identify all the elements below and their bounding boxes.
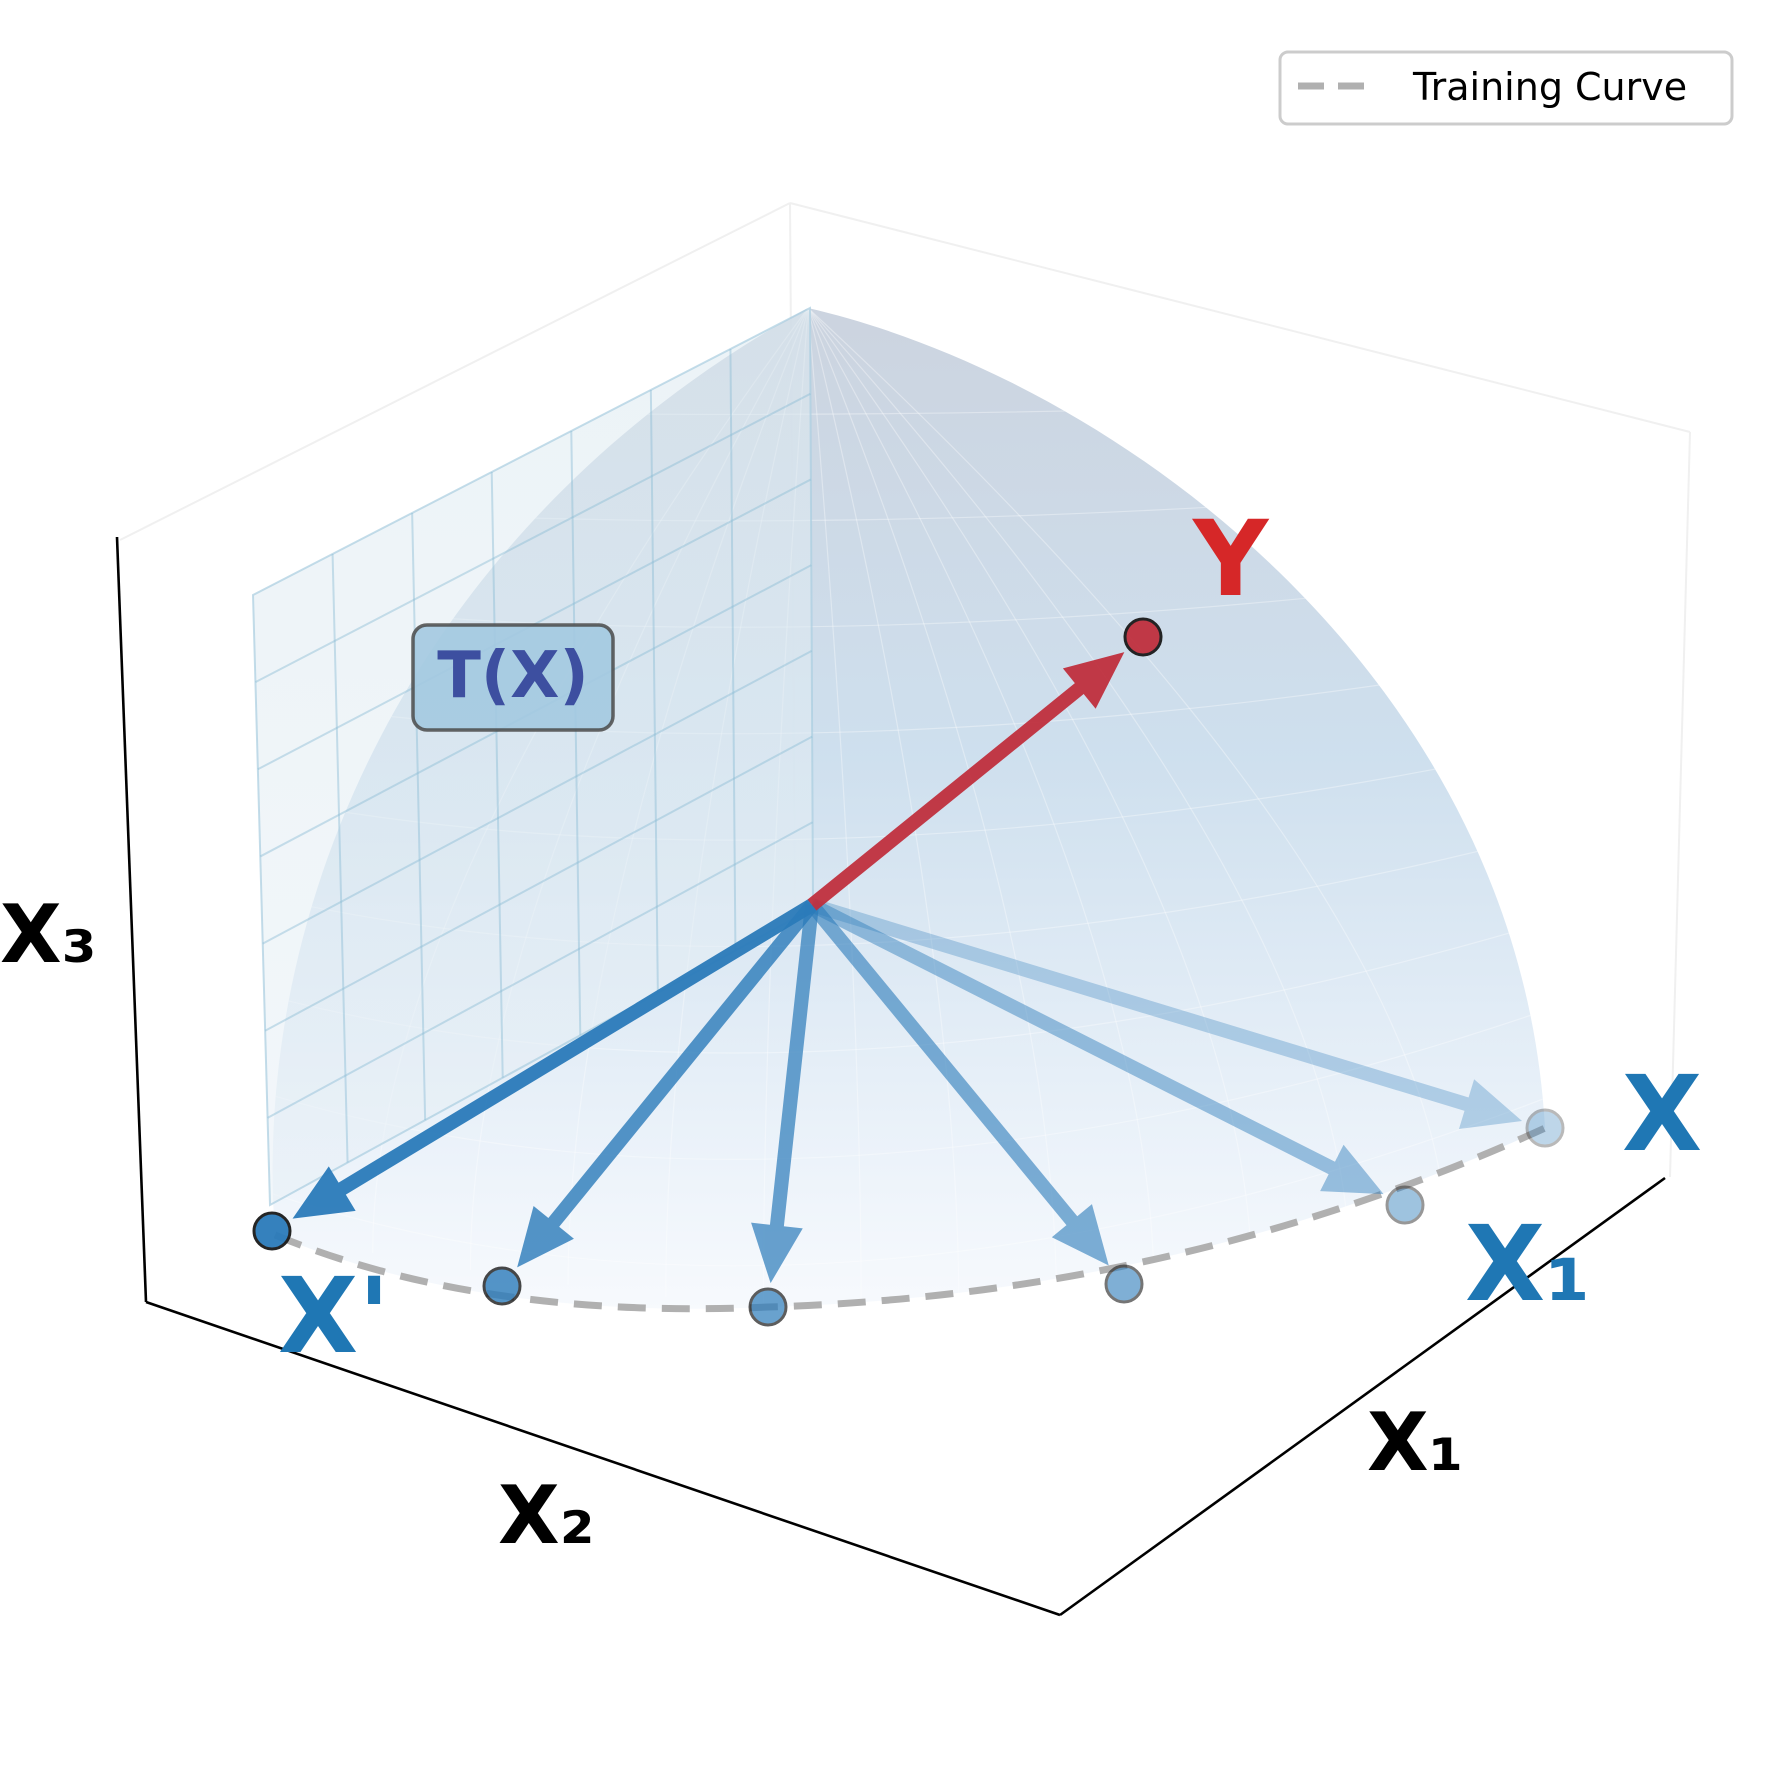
plane-grid-horizontal — [264, 735, 813, 1032]
vector-3 — [806, 900, 1144, 1304]
vector-arrowhead — [1320, 1144, 1384, 1195]
x2-axis-line — [145, 1300, 1061, 1617]
transform-label: T(X) — [437, 639, 589, 713]
vector-arrowhead — [1051, 1204, 1109, 1266]
plane-grid-horizontal — [262, 649, 813, 945]
x-label: X — [1622, 1053, 1702, 1175]
axes — [115, 536, 1666, 1617]
vector-2 — [808, 898, 1425, 1225]
vector-shaft — [806, 900, 1096, 1247]
vector-endpoint-marker — [1525, 1108, 1565, 1148]
vector-shaft — [807, 665, 1106, 911]
plane-grid-vertical — [570, 430, 582, 1036]
vector-arrowhead — [517, 1205, 574, 1268]
sphere-grid — [272, 308, 1545, 1309]
y-label: Y — [1191, 498, 1270, 620]
vector-shaft — [809, 898, 1496, 1119]
legend-label-training-curve: Training Curve — [1412, 65, 1687, 109]
vector-4 — [748, 904, 819, 1327]
vector-arrowhead — [751, 1222, 803, 1284]
x1-axis-line — [1059, 1176, 1666, 1617]
sphere-meridian-line — [807, 308, 1155, 1297]
vector-endpoint-marker — [482, 1266, 522, 1306]
sphere-latitude-line — [272, 1067, 1545, 1267]
plane-grid-vertical — [649, 389, 659, 993]
sphere-meridian-line — [807, 308, 1448, 1253]
vectors — [252, 617, 1565, 1327]
x1-axis-label: X₁ — [1367, 1396, 1464, 1489]
vector-endpoint-marker — [1123, 617, 1163, 657]
vector-6 — [252, 899, 816, 1251]
plane-grid-vertical — [331, 553, 349, 1163]
vector-shaft — [766, 904, 819, 1255]
x3-axis-line — [115, 536, 148, 1303]
x2-axis-label: X₂ — [498, 1469, 595, 1562]
plane-grid-vertical — [411, 512, 427, 1121]
sphere-meridian-line — [807, 308, 1351, 1270]
vector-5 — [482, 900, 818, 1306]
x3-axis-label: X₃ — [0, 888, 97, 981]
vector-shaft — [808, 898, 1360, 1187]
vector-arrowhead — [1062, 652, 1125, 709]
sphere-meridian-line — [807, 308, 960, 1309]
sphere-meridian-line — [807, 308, 1253, 1285]
vector-endpoint-marker — [1385, 1185, 1425, 1225]
plane-grid-vertical — [490, 471, 504, 1078]
vector-endpoint-marker — [252, 1211, 292, 1251]
transform-label-box: T(X) — [411, 623, 615, 732]
training-curve — [273, 1124, 1547, 1313]
legend-frame — [1278, 50, 1734, 126]
vector-endpoint-marker — [1104, 1264, 1144, 1304]
plane-grid-horizontal — [267, 821, 814, 1119]
vector-arrowhead — [292, 1166, 356, 1219]
vector-shaft — [314, 899, 816, 1210]
vector-arrowhead — [1458, 1079, 1523, 1130]
vector-7 — [807, 617, 1163, 911]
vector-shaft — [530, 900, 818, 1249]
legend: Training Curve — [1278, 50, 1734, 126]
plane-grid-horizontal — [254, 392, 811, 684]
vector-1 — [809, 898, 1565, 1148]
x1-point-label: X₁ — [1465, 1203, 1591, 1325]
plane-grid-vertical — [729, 348, 737, 951]
x-prime-label: X' — [278, 1255, 390, 1377]
vector-endpoint-marker — [748, 1287, 788, 1327]
